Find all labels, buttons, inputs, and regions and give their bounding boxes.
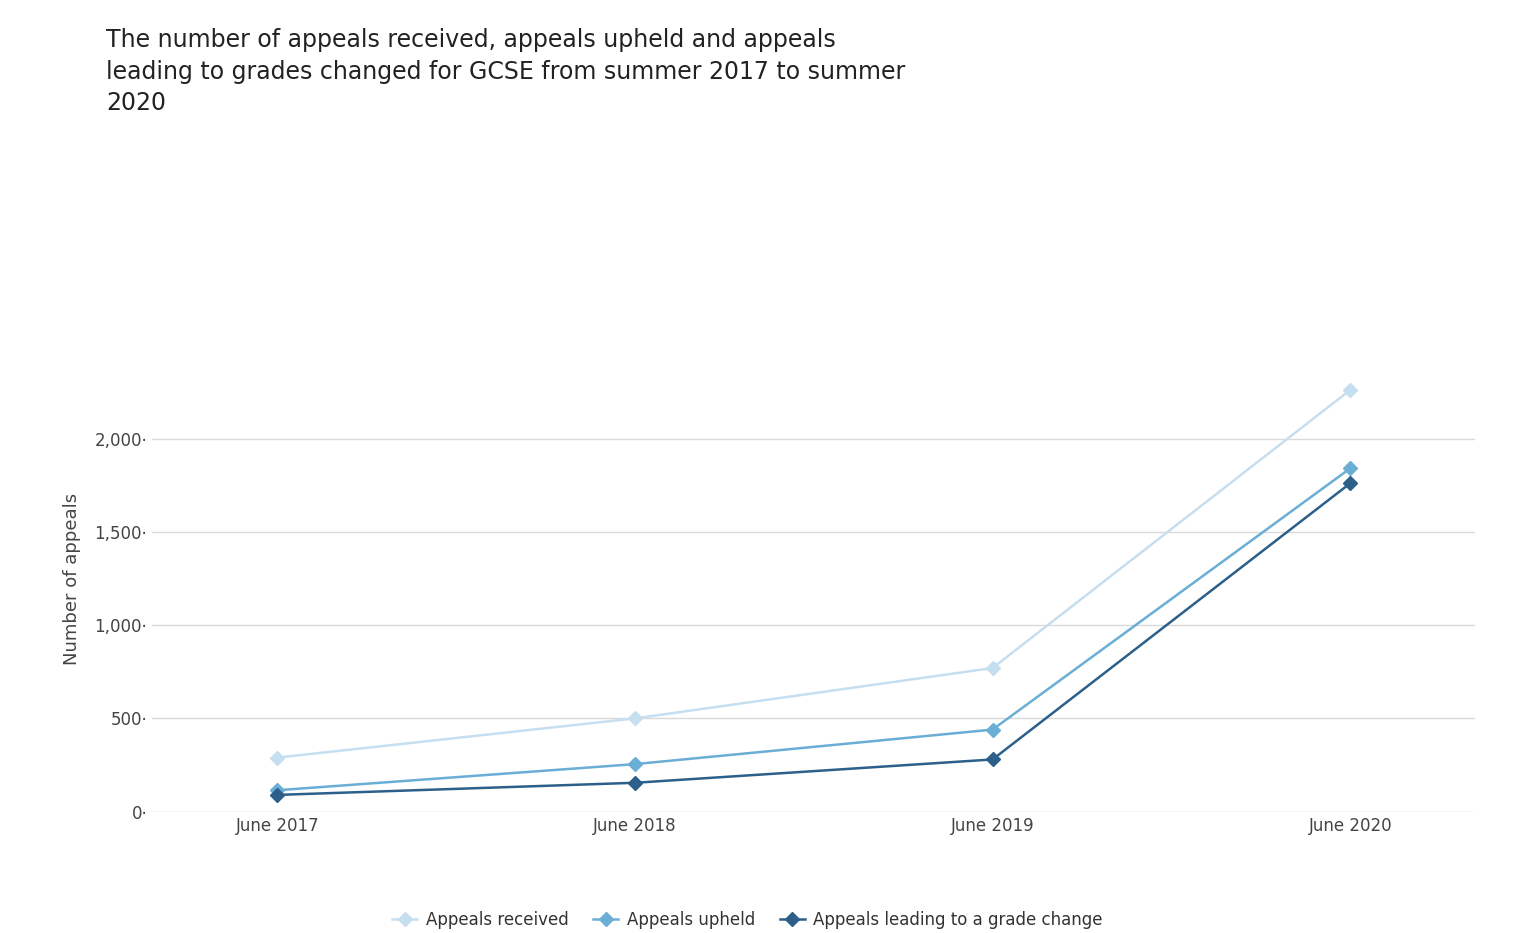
- Appeals received: [984, 662, 1002, 674]
- Line: Appeals received: Appeals received: [272, 385, 1355, 762]
- Appeals received: [268, 752, 286, 763]
- Appeals upheld: [1342, 463, 1360, 474]
- Appeals leading to a grade change: [625, 777, 643, 788]
- Appeals upheld: [268, 785, 286, 796]
- Appeals leading to a grade change: [1342, 478, 1360, 489]
- Line: Appeals upheld: Appeals upheld: [272, 464, 1355, 795]
- Appeals received: [625, 713, 643, 724]
- Appeals upheld: [984, 724, 1002, 735]
- Appeals leading to a grade change: [984, 754, 1002, 765]
- Y-axis label: Number of appeals: Number of appeals: [62, 493, 81, 664]
- Appeals upheld: [625, 759, 643, 770]
- Appeals received: [1342, 384, 1360, 396]
- Legend: Appeals received, Appeals upheld, Appeals leading to a grade change: Appeals received, Appeals upheld, Appeal…: [386, 904, 1109, 933]
- Line: Appeals leading to a grade change: Appeals leading to a grade change: [272, 479, 1355, 800]
- Text: The number of appeals received, appeals upheld and appeals
leading to grades cha: The number of appeals received, appeals …: [106, 28, 905, 115]
- Appeals leading to a grade change: [268, 789, 286, 801]
